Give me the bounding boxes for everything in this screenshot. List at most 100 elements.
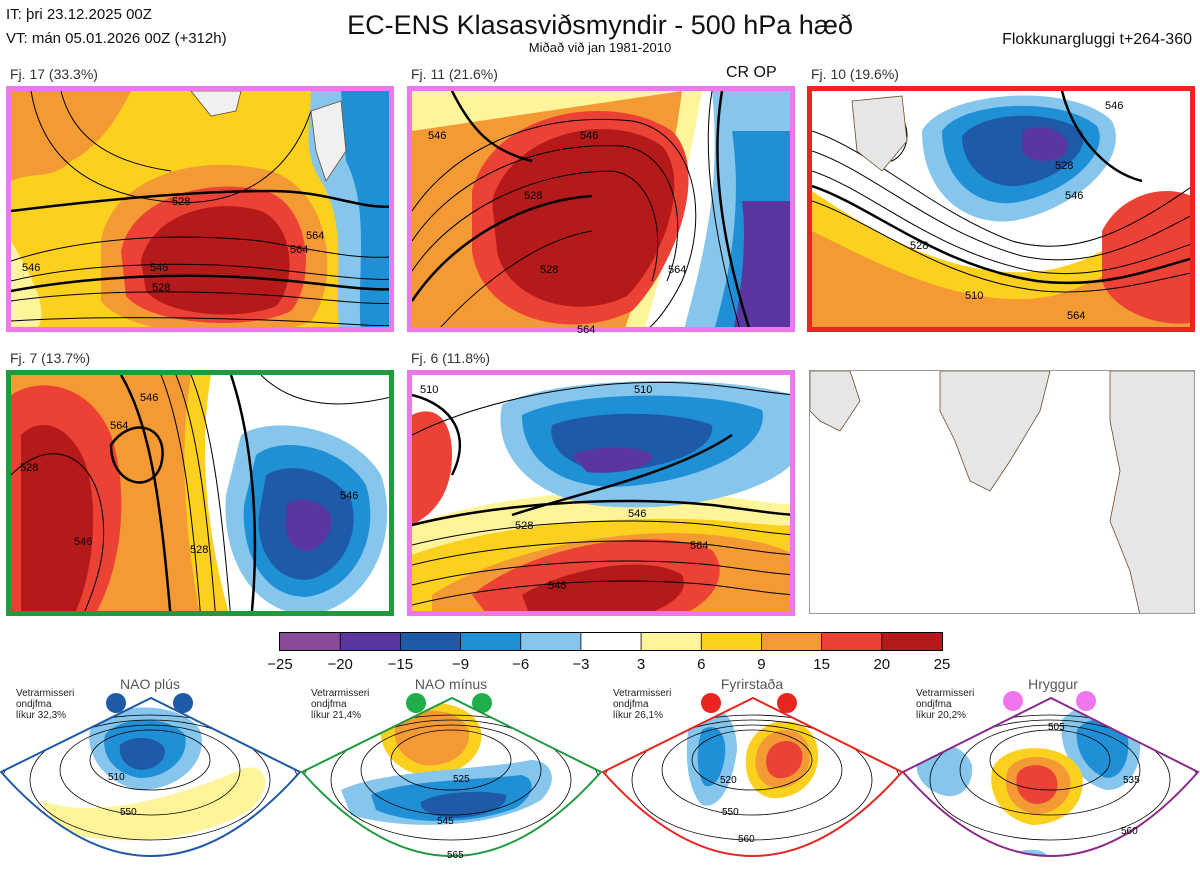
contour-label: 546	[150, 262, 169, 274]
regime-dot	[777, 693, 797, 713]
cluster-panel-3	[807, 86, 1195, 332]
regime-contour-label: 550	[722, 807, 739, 818]
regime-contour-label: 510	[108, 772, 125, 783]
regime-contour-label: 560	[738, 834, 755, 845]
contour-label: 564	[668, 264, 687, 276]
colorbar-segment	[881, 633, 942, 650]
regime-likelihood: líkur 21,4%	[311, 710, 362, 721]
regime-title-nao-plus: NAO plús	[120, 676, 180, 692]
colorbar-tick-label: −20	[327, 656, 353, 673]
contour-label: 528	[524, 190, 543, 202]
page-subtitle: Miðað við jan 1981-2010	[528, 40, 672, 55]
colorbar-tick-label: 20	[873, 656, 891, 673]
regime-meta-nao-plus: Vetrarmisseri ondjfma líkur 32,3%	[16, 688, 74, 721]
colorbar-tick-label: 25	[933, 656, 951, 673]
regime-contour-label: 520	[720, 775, 737, 786]
cluster-panel-5	[407, 370, 795, 616]
regime-season: Vetrarmisseri	[613, 688, 672, 699]
contour-label: 546	[1065, 190, 1084, 202]
contour-label: 564	[290, 244, 309, 256]
cluster-panel-4	[6, 370, 394, 616]
regime-dot	[1076, 691, 1096, 711]
colorbar-segment	[761, 633, 823, 650]
cluster-5-label: Fj. 6 (11.8%)	[411, 350, 491, 366]
regime-season: Vetrarmisseri	[16, 688, 75, 699]
colorbar-segment	[580, 633, 642, 650]
regime-contour-label: 565	[447, 850, 464, 861]
contour-label: 528	[515, 520, 534, 532]
cluster-2-label: Fj. 11 (21.6%)	[411, 66, 498, 82]
regime-map-nao-minus: 525 545 565	[301, 696, 603, 861]
regime-meta-blocking: Vetrarmisseri ondjfma líkur 26,1%	[613, 688, 671, 721]
contour-label: 528	[20, 462, 39, 474]
contour-label: 528	[152, 282, 171, 294]
regime-map-nao-plus: 510 550	[0, 696, 302, 857]
colorbar-segment	[641, 633, 702, 650]
colorbar-tick-label: −3	[572, 656, 590, 673]
contour-label: 510	[420, 384, 439, 396]
regime-title-nao-minus: NAO mínus	[414, 676, 488, 692]
contour-label: 546	[74, 536, 93, 548]
initial-time: IT: þri 23.12.2025 00Z	[6, 6, 152, 23]
colorbar-segment	[520, 633, 582, 650]
contour-label: 546	[628, 508, 647, 520]
contour-label: 528	[540, 264, 559, 276]
colorbar-tick-label: −15	[387, 656, 414, 673]
regime-months: ondjfma	[311, 699, 347, 710]
regime-dot	[1003, 691, 1023, 711]
regime-likelihood: líkur 32,3%	[16, 710, 67, 721]
contour-label: 528	[172, 196, 191, 208]
regime-contour-label: 545	[437, 816, 454, 827]
regime-meta-ridge: Vetrarmisseri ondjfma líkur 20,2%	[916, 688, 974, 721]
cluster-2-tag: CR OP	[726, 64, 777, 81]
regime-likelihood: líkur 20,2%	[916, 710, 967, 721]
valid-time: VT: mán 05.01.2026 00Z (+312h)	[6, 30, 227, 47]
contour-label: 564	[577, 324, 596, 336]
classification-window: Flokkunargluggi t+264-360	[1002, 31, 1192, 48]
regime-title-blocking: Fyrirstaða	[720, 676, 784, 692]
reference-map	[809, 370, 1195, 614]
contour-label: 546	[22, 262, 41, 274]
cluster-4-label: Fj. 7 (13.7%)	[10, 350, 91, 366]
contour-label: 528	[910, 240, 929, 252]
colorbar-tick-label: −9	[451, 656, 470, 673]
contour-label: 510	[634, 384, 653, 396]
regime-contour-label: 550	[120, 807, 137, 818]
contour-label: 546	[428, 130, 447, 142]
cluster-1-label: Fj. 17 (33.3%)	[10, 66, 98, 82]
contour-label: 528	[190, 544, 209, 556]
regime-contour-label: 535	[1123, 775, 1140, 786]
colorbar-segment	[701, 633, 762, 650]
regime-dot	[173, 693, 193, 713]
contour-label: 546	[1105, 100, 1124, 112]
colorbar-tick-label: 15	[813, 656, 830, 673]
colorbar-segment	[340, 633, 401, 650]
regime-map-blocking: 520 550 560	[602, 696, 904, 857]
colorbar-tick-label: −25	[267, 656, 293, 673]
colorbar	[279, 632, 943, 651]
regime-contour-label: 560	[1121, 826, 1138, 837]
contour-label: 546	[140, 392, 159, 404]
contour-label: 564	[1067, 310, 1086, 322]
regime-dot	[701, 693, 721, 713]
colorbar-segment	[460, 633, 522, 650]
cluster-panel-2	[407, 86, 795, 332]
regime-likelihood: líkur 26,1%	[613, 710, 664, 721]
contour-label: 564	[306, 230, 325, 242]
regime-months: ondjfma	[16, 699, 52, 710]
regime-season: Vetrarmisseri	[916, 688, 975, 699]
regime-map-ridge: 505 535 560	[902, 696, 1200, 857]
cluster-panel-1	[6, 86, 394, 332]
contour-label: 510	[965, 290, 984, 302]
regime-contour-label: 505	[1048, 722, 1065, 733]
contour-label: 528	[1055, 160, 1074, 172]
contour-label: 546	[580, 130, 599, 142]
regime-contour-label: 525	[453, 774, 470, 785]
contour-label: 564	[110, 420, 129, 432]
colorbar-segment	[400, 633, 462, 650]
cluster-3-label: Fj. 10 (19.6%)	[811, 66, 899, 82]
regime-months: ondjfma	[916, 699, 952, 710]
colorbar-tick-label: 3	[636, 656, 646, 673]
regime-title-ridge: Hryggur	[1028, 676, 1078, 692]
contour-label: 546	[340, 490, 359, 502]
